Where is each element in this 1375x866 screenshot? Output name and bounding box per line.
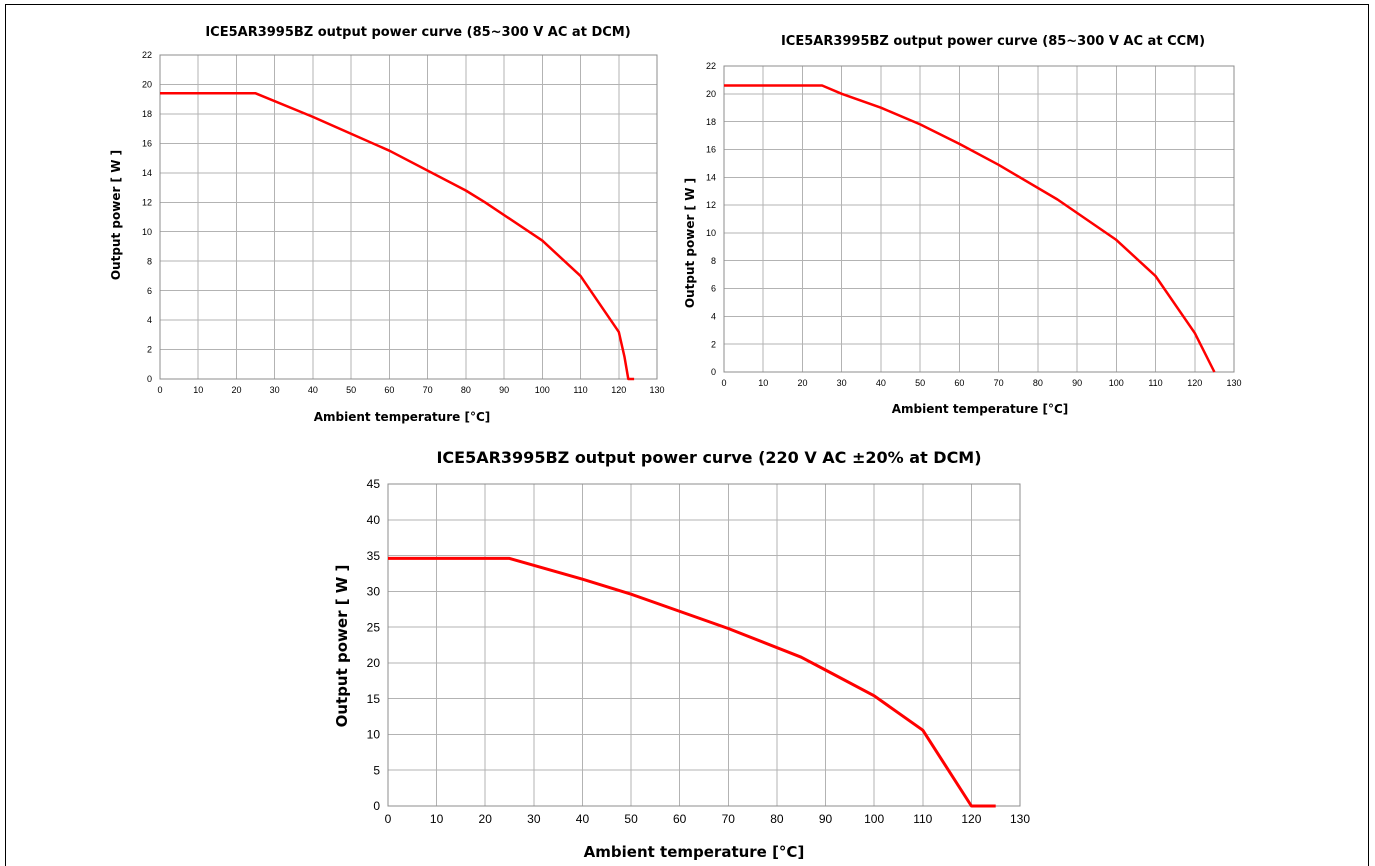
x-tick-label: 10 xyxy=(758,378,768,388)
x-tick-label: 0 xyxy=(157,385,162,395)
y-tick-label: 10 xyxy=(367,728,381,742)
x-tick-label: 110 xyxy=(1148,378,1162,388)
plot-area: 0 10 20 30 40 50 60 70 80 90 100 110 120 130 0 2 4 6 8 10 12… xyxy=(706,61,1242,388)
y-tick-label: 0 xyxy=(147,374,152,384)
y-tick-label: 16 xyxy=(142,139,152,149)
y-tick-label: 35 xyxy=(367,549,381,563)
y-tick-label: 22 xyxy=(142,50,152,60)
y-tick-label: 15 xyxy=(367,692,381,706)
x-tick-label: 40 xyxy=(576,812,590,826)
y-tick-label: 4 xyxy=(711,312,716,322)
x-tick-label: 130 xyxy=(1010,812,1030,826)
x-tick-label: 50 xyxy=(624,812,638,826)
x-tick-label: 10 xyxy=(430,812,444,826)
y-tick-label: 20 xyxy=(367,656,381,670)
x-tick-label: 100 xyxy=(535,385,550,395)
x-tick-label: 60 xyxy=(954,378,964,388)
x-tick-label: 90 xyxy=(819,812,833,826)
x-tick-label: 100 xyxy=(864,812,884,826)
plot-border xyxy=(387,483,1021,807)
y-axis-label: Output power [ W ] xyxy=(683,178,697,308)
x-tick-label: 30 xyxy=(837,378,847,388)
chart-title: ICE5AR3995BZ output power curve (220 V A… xyxy=(436,448,981,467)
x-tick-label: 20 xyxy=(479,812,493,826)
y-tick-label: 16 xyxy=(706,145,716,155)
y-tick-label: 5 xyxy=(373,763,380,777)
y-tick-label: 14 xyxy=(142,168,152,178)
chart-ccm-85-300: ICE5AR3995BZ output power curve (85~300 … xyxy=(683,34,1242,416)
plot-border xyxy=(723,65,1235,373)
chart-dcm-85-300: ICE5AR3995BZ output power curve (85~300 … xyxy=(109,25,665,424)
y-tick-label: 45 xyxy=(367,477,381,491)
x-tick-label: 40 xyxy=(308,385,318,395)
x-tick-label: 110 xyxy=(913,812,932,826)
series-line xyxy=(724,84,1216,373)
series-line xyxy=(388,556,996,808)
y-tick-label: 2 xyxy=(147,345,152,355)
x-tick-label: 90 xyxy=(499,385,509,395)
x-tick-label: 70 xyxy=(994,378,1004,388)
y-tick-label: 20 xyxy=(706,89,716,99)
figure-frame xyxy=(5,4,1369,866)
x-tick-label: 60 xyxy=(673,812,687,826)
x-tick-label: 30 xyxy=(527,812,541,826)
x-tick-label: 100 xyxy=(1109,378,1124,388)
chart-title: ICE5AR3995BZ output power curve (85~300 … xyxy=(781,34,1205,49)
x-axis-label: Ambient temperature [°C] xyxy=(314,410,491,424)
y-tick-label: 18 xyxy=(142,109,152,119)
x-tick-label: 80 xyxy=(770,812,784,826)
x-tick-label: 120 xyxy=(1187,378,1202,388)
y-tick-label: 4 xyxy=(147,315,152,325)
y-tick-label: 40 xyxy=(367,513,381,527)
y-tick-label: 8 xyxy=(147,256,152,266)
y-tick-label: 10 xyxy=(706,228,716,238)
series-line xyxy=(160,92,635,381)
y-tick-label: 18 xyxy=(706,117,716,127)
x-tick-label: 60 xyxy=(384,385,394,395)
y-tick-label: 2 xyxy=(711,339,716,349)
y-tick-label: 12 xyxy=(706,200,716,210)
chart-title: ICE5AR3995BZ output power curve (85~300 … xyxy=(205,25,630,40)
y-axis-label: Output power [ W ] xyxy=(109,150,123,280)
y-axis-label: Output power [ W ] xyxy=(333,565,351,728)
x-tick-label: 20 xyxy=(797,378,807,388)
x-tick-label: 50 xyxy=(346,385,356,395)
x-tick-label: 90 xyxy=(1072,378,1082,388)
y-tick-label: 12 xyxy=(142,197,152,207)
plot-area: 0 10 20 30 40 50 60 70 80 90 100 110 120 130 0 2 4 6 8 10 12… xyxy=(142,50,665,395)
y-tick-label: 6 xyxy=(147,286,152,296)
x-tick-label: 120 xyxy=(961,812,981,826)
y-tick-label: 30 xyxy=(367,585,381,599)
chart-dcm-220: ICE5AR3995BZ output power curve (220 V A… xyxy=(333,448,1031,861)
y-tick-label: 20 xyxy=(142,80,152,90)
x-tick-label: 50 xyxy=(915,378,925,388)
x-tick-label: 0 xyxy=(385,812,392,826)
y-tick-label: 0 xyxy=(711,367,716,377)
x-tick-label: 70 xyxy=(722,812,736,826)
x-tick-label: 110 xyxy=(573,385,587,395)
x-axis-label: Ambient temperature [°C] xyxy=(892,402,1069,416)
plot-area: 0 10 20 30 40 50 60 70 80 90 100 110 120 130 0 5 10 15 20 2… xyxy=(367,477,1031,826)
y-tick-label: 22 xyxy=(706,61,716,71)
x-tick-label: 20 xyxy=(231,385,241,395)
y-tick-label: 8 xyxy=(711,256,716,266)
x-tick-label: 0 xyxy=(721,378,726,388)
x-tick-label: 40 xyxy=(876,378,886,388)
x-tick-label: 120 xyxy=(611,385,626,395)
plot-border xyxy=(159,54,658,380)
y-tick-label: 25 xyxy=(367,620,381,634)
y-tick-label: 10 xyxy=(142,227,152,237)
x-tick-label: 70 xyxy=(423,385,433,395)
y-tick-label: 14 xyxy=(706,172,716,182)
x-axis-label: Ambient temperature [°C] xyxy=(584,843,805,861)
y-tick-label: 0 xyxy=(373,799,380,813)
x-tick-label: 30 xyxy=(270,385,280,395)
x-tick-label: 80 xyxy=(461,385,471,395)
x-tick-label: 130 xyxy=(1226,378,1241,388)
x-tick-label: 130 xyxy=(649,385,664,395)
y-tick-label: 6 xyxy=(711,284,716,294)
x-tick-label: 80 xyxy=(1033,378,1043,388)
x-tick-label: 10 xyxy=(193,385,203,395)
